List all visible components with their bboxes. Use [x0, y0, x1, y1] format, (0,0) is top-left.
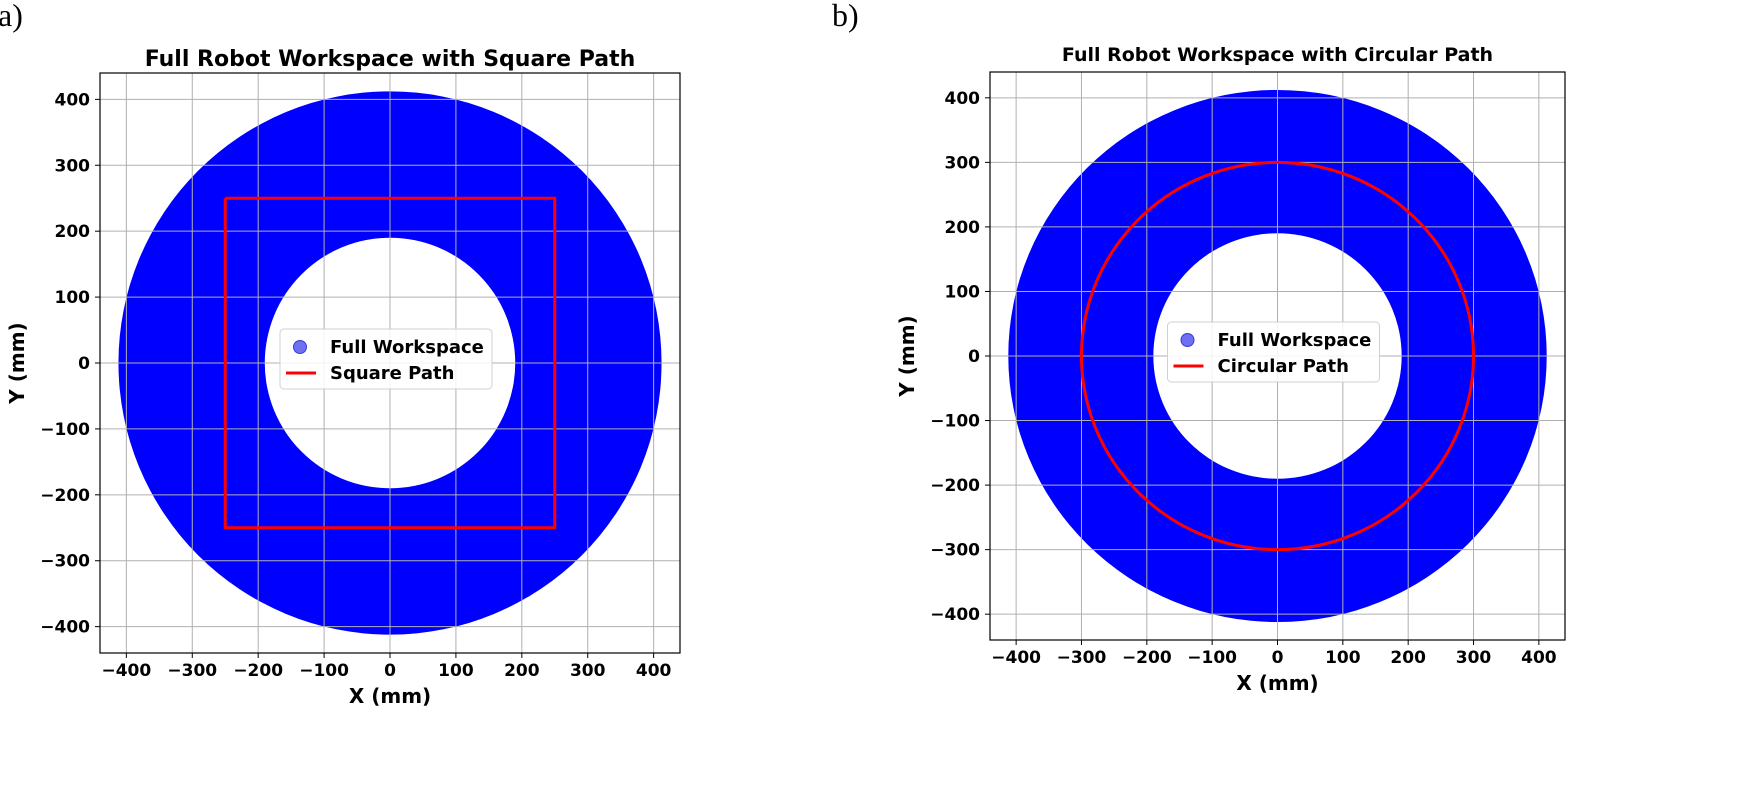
legend-label: Full Workspace	[1218, 330, 1372, 351]
x-tick-label: 0	[1272, 648, 1284, 668]
x-tick-label: 400	[1521, 648, 1557, 668]
legend-label: Circular Path	[1218, 356, 1349, 377]
x-tick-label: 200	[504, 661, 540, 681]
legend: Full Workspace Circular Path	[1167, 321, 1380, 383]
legend-box	[279, 328, 493, 390]
x-tick-label: 100	[1325, 648, 1361, 668]
y-tick-label: −300	[40, 552, 90, 572]
x-tick-label: −100	[1187, 648, 1237, 668]
chart-title: Full Robot Workspace with Square Path	[145, 47, 636, 72]
y-tick-label: 100	[945, 282, 981, 302]
panel-label: b)	[832, 0, 859, 33]
legend-marker-workspace	[1180, 333, 1195, 347]
legend: Full Workspace Square Path	[279, 328, 493, 390]
chart-panel-2: b)−400 −300 −200 −100 0 100 200 300 400−400−300−…	[832, 0, 1566, 695]
x-tick-label: 200	[1390, 648, 1426, 668]
panel-label: a)	[0, 0, 23, 33]
x-axis-label: X (mm)	[349, 684, 431, 708]
y-tick-label: 400	[55, 90, 91, 110]
x-tick-label: 100	[438, 661, 474, 681]
y-tick-label: −100	[40, 420, 90, 440]
circular-path-line	[1079, 160, 1476, 552]
y-tick-label: −200	[40, 486, 90, 506]
x-tick-label: −200	[233, 661, 283, 681]
y-tick-label: 300	[945, 153, 981, 173]
chart-panel-1: a)−400 −300 −200 −100 0 100 200 300 400−400−300−…	[0, 0, 681, 708]
y-axis-label: Y (mm)	[5, 322, 29, 404]
y-tick-label: −400	[40, 618, 90, 638]
y-tick-label: 0	[78, 354, 90, 374]
x-tick-label: 300	[570, 661, 606, 681]
x-tick-label: −200	[1122, 648, 1172, 668]
y-tick-label: 200	[945, 218, 981, 238]
x-tick-label: −300	[167, 661, 217, 681]
y-tick-label: −400	[930, 605, 980, 625]
y-tick-label: 200	[55, 222, 91, 242]
legend-marker-workspace	[293, 340, 307, 354]
y-tick-label: 400	[945, 89, 981, 109]
square-path-line	[223, 196, 557, 530]
x-tick-label: −100	[299, 661, 349, 681]
workspace-annulus	[1008, 89, 1547, 623]
y-tick-label: −200	[930, 476, 980, 496]
x-tick-label: −400	[991, 648, 1041, 668]
y-tick-label: 100	[55, 288, 91, 308]
workspace-annulus	[118, 91, 662, 635]
chart-title: Full Robot Workspace with Circular Path	[1062, 44, 1493, 66]
x-tick-label: 0	[384, 661, 396, 681]
y-tick-label: 300	[55, 156, 91, 176]
y-tick-label: 0	[968, 347, 980, 367]
x-tick-label: −300	[1057, 648, 1107, 668]
legend-label: Full Workspace	[330, 337, 484, 358]
x-tick-label: 400	[636, 661, 672, 681]
x-tick-label: −400	[101, 661, 151, 681]
y-tick-label: −300	[930, 541, 980, 561]
legend-label: Square Path	[330, 363, 454, 384]
x-tick-label: 300	[1456, 648, 1492, 668]
x-axis-label: X (mm)	[1236, 671, 1318, 695]
y-axis-label: Y (mm)	[895, 315, 919, 397]
legend-box	[1167, 321, 1380, 383]
y-tick-label: −100	[930, 412, 980, 432]
